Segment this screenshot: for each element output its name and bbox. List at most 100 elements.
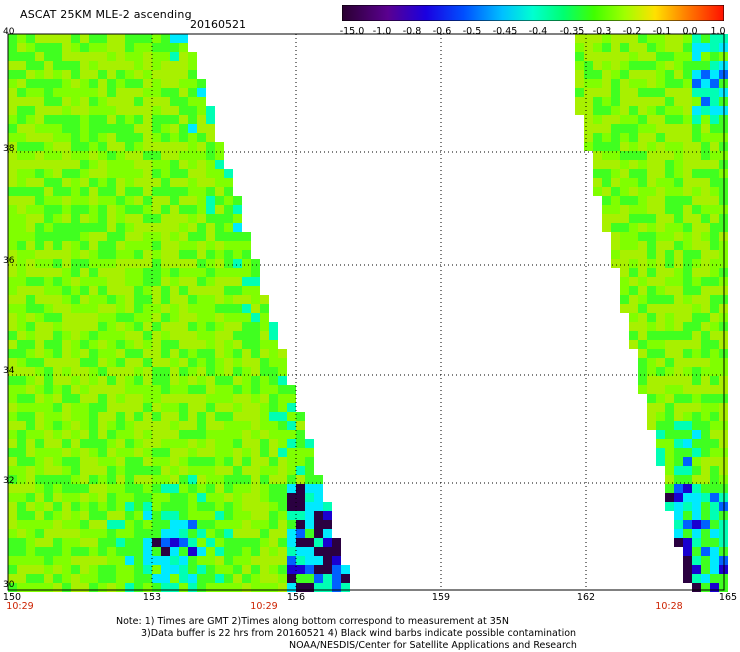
swath-cell: [647, 196, 656, 205]
swath-cell: [710, 79, 719, 88]
swath-cell: [242, 340, 251, 349]
swath-cell: [215, 250, 224, 259]
swath-cell: [125, 430, 134, 439]
swath-cell: [287, 556, 296, 565]
swath-cell: [197, 286, 206, 295]
swath-cell: [98, 394, 107, 403]
swath-cell: [278, 349, 287, 358]
swath-cell: [53, 556, 62, 565]
swath-cell: [206, 412, 215, 421]
swath-cell: [80, 304, 89, 313]
swath-cell: [602, 124, 611, 133]
swath-cell: [647, 142, 656, 151]
swath-cell: [692, 349, 701, 358]
swath-cell: [89, 421, 98, 430]
swath-cell: [53, 340, 62, 349]
swath-cell: [656, 70, 665, 79]
swath-cell: [674, 115, 683, 124]
swath-cell: [233, 223, 242, 232]
swath-cell: [98, 52, 107, 61]
swath-cell: [710, 574, 719, 583]
swath-cell: [35, 151, 44, 160]
swath-cell: [125, 223, 134, 232]
swath-cell: [692, 457, 701, 466]
swath-cell: [611, 160, 620, 169]
swath-cell: [701, 394, 710, 403]
swath-cell: [143, 286, 152, 295]
swath-cell: [53, 439, 62, 448]
swath-cell: [656, 223, 665, 232]
swath-cell: [98, 295, 107, 304]
swath-cell: [638, 340, 647, 349]
swath-cell: [143, 43, 152, 52]
swath-cell: [188, 457, 197, 466]
swath-cell: [89, 169, 98, 178]
swath-cell: [197, 520, 206, 529]
swath-cell: [278, 520, 287, 529]
swath-cell: [17, 178, 26, 187]
swath-cell: [206, 448, 215, 457]
swath-cell: [665, 151, 674, 160]
swath-cell: [53, 331, 62, 340]
swath-cell: [206, 493, 215, 502]
swath-cell: [692, 466, 701, 475]
swath-cell: [17, 97, 26, 106]
swath-cell: [233, 466, 242, 475]
swath-cell: [206, 223, 215, 232]
swath-cell: [62, 268, 71, 277]
swath-cell: [260, 367, 269, 376]
swath-cell: [161, 565, 170, 574]
swath-cell: [611, 79, 620, 88]
swath-cell: [161, 124, 170, 133]
swath-cell: [80, 214, 89, 223]
swath-cell: [647, 421, 656, 430]
swath-cell: [647, 394, 656, 403]
swath-cell: [710, 394, 719, 403]
swath-cell: [35, 259, 44, 268]
swath-cell: [134, 457, 143, 466]
swath-cell: [314, 484, 323, 493]
swath-cell: [152, 160, 161, 169]
swath-cell: [611, 259, 620, 268]
swath-cell: [287, 439, 296, 448]
swath-cell: [80, 412, 89, 421]
swath-cell: [188, 133, 197, 142]
swath-cell: [233, 268, 242, 277]
swath-cell: [602, 178, 611, 187]
swath-cell: [152, 358, 161, 367]
swath-cell: [188, 421, 197, 430]
swath-cell: [638, 286, 647, 295]
swath-cell: [107, 403, 116, 412]
swath-cell: [8, 376, 17, 385]
swath-cell: [179, 457, 188, 466]
swath-cell: [134, 439, 143, 448]
swath-cell: [206, 457, 215, 466]
swath-cell: [188, 313, 197, 322]
swath-cell: [134, 241, 143, 250]
swath-cell: [8, 403, 17, 412]
swath-cell: [53, 367, 62, 376]
swath-cell: [44, 565, 53, 574]
swath-cell: [710, 241, 719, 250]
swath-cell: [224, 286, 233, 295]
swath-cell: [107, 241, 116, 250]
swath-cell: [710, 43, 719, 52]
swath-cell: [53, 187, 62, 196]
swath-cell: [116, 187, 125, 196]
swath-cell: [674, 205, 683, 214]
swath-cell: [143, 583, 152, 592]
swath-cell: [197, 241, 206, 250]
swath-cell: [638, 34, 647, 43]
swath-cell: [107, 466, 116, 475]
swath-cell: [242, 412, 251, 421]
swath-cell: [134, 412, 143, 421]
swath-cell: [62, 556, 71, 565]
swath-cell: [152, 34, 161, 43]
swath-cell: [620, 115, 629, 124]
swath-cell: [35, 394, 44, 403]
swath-cell: [152, 340, 161, 349]
swath-cell: [134, 205, 143, 214]
colorbar-label: -0.2: [622, 26, 642, 37]
swath-cell: [89, 529, 98, 538]
swath-cell: [683, 214, 692, 223]
